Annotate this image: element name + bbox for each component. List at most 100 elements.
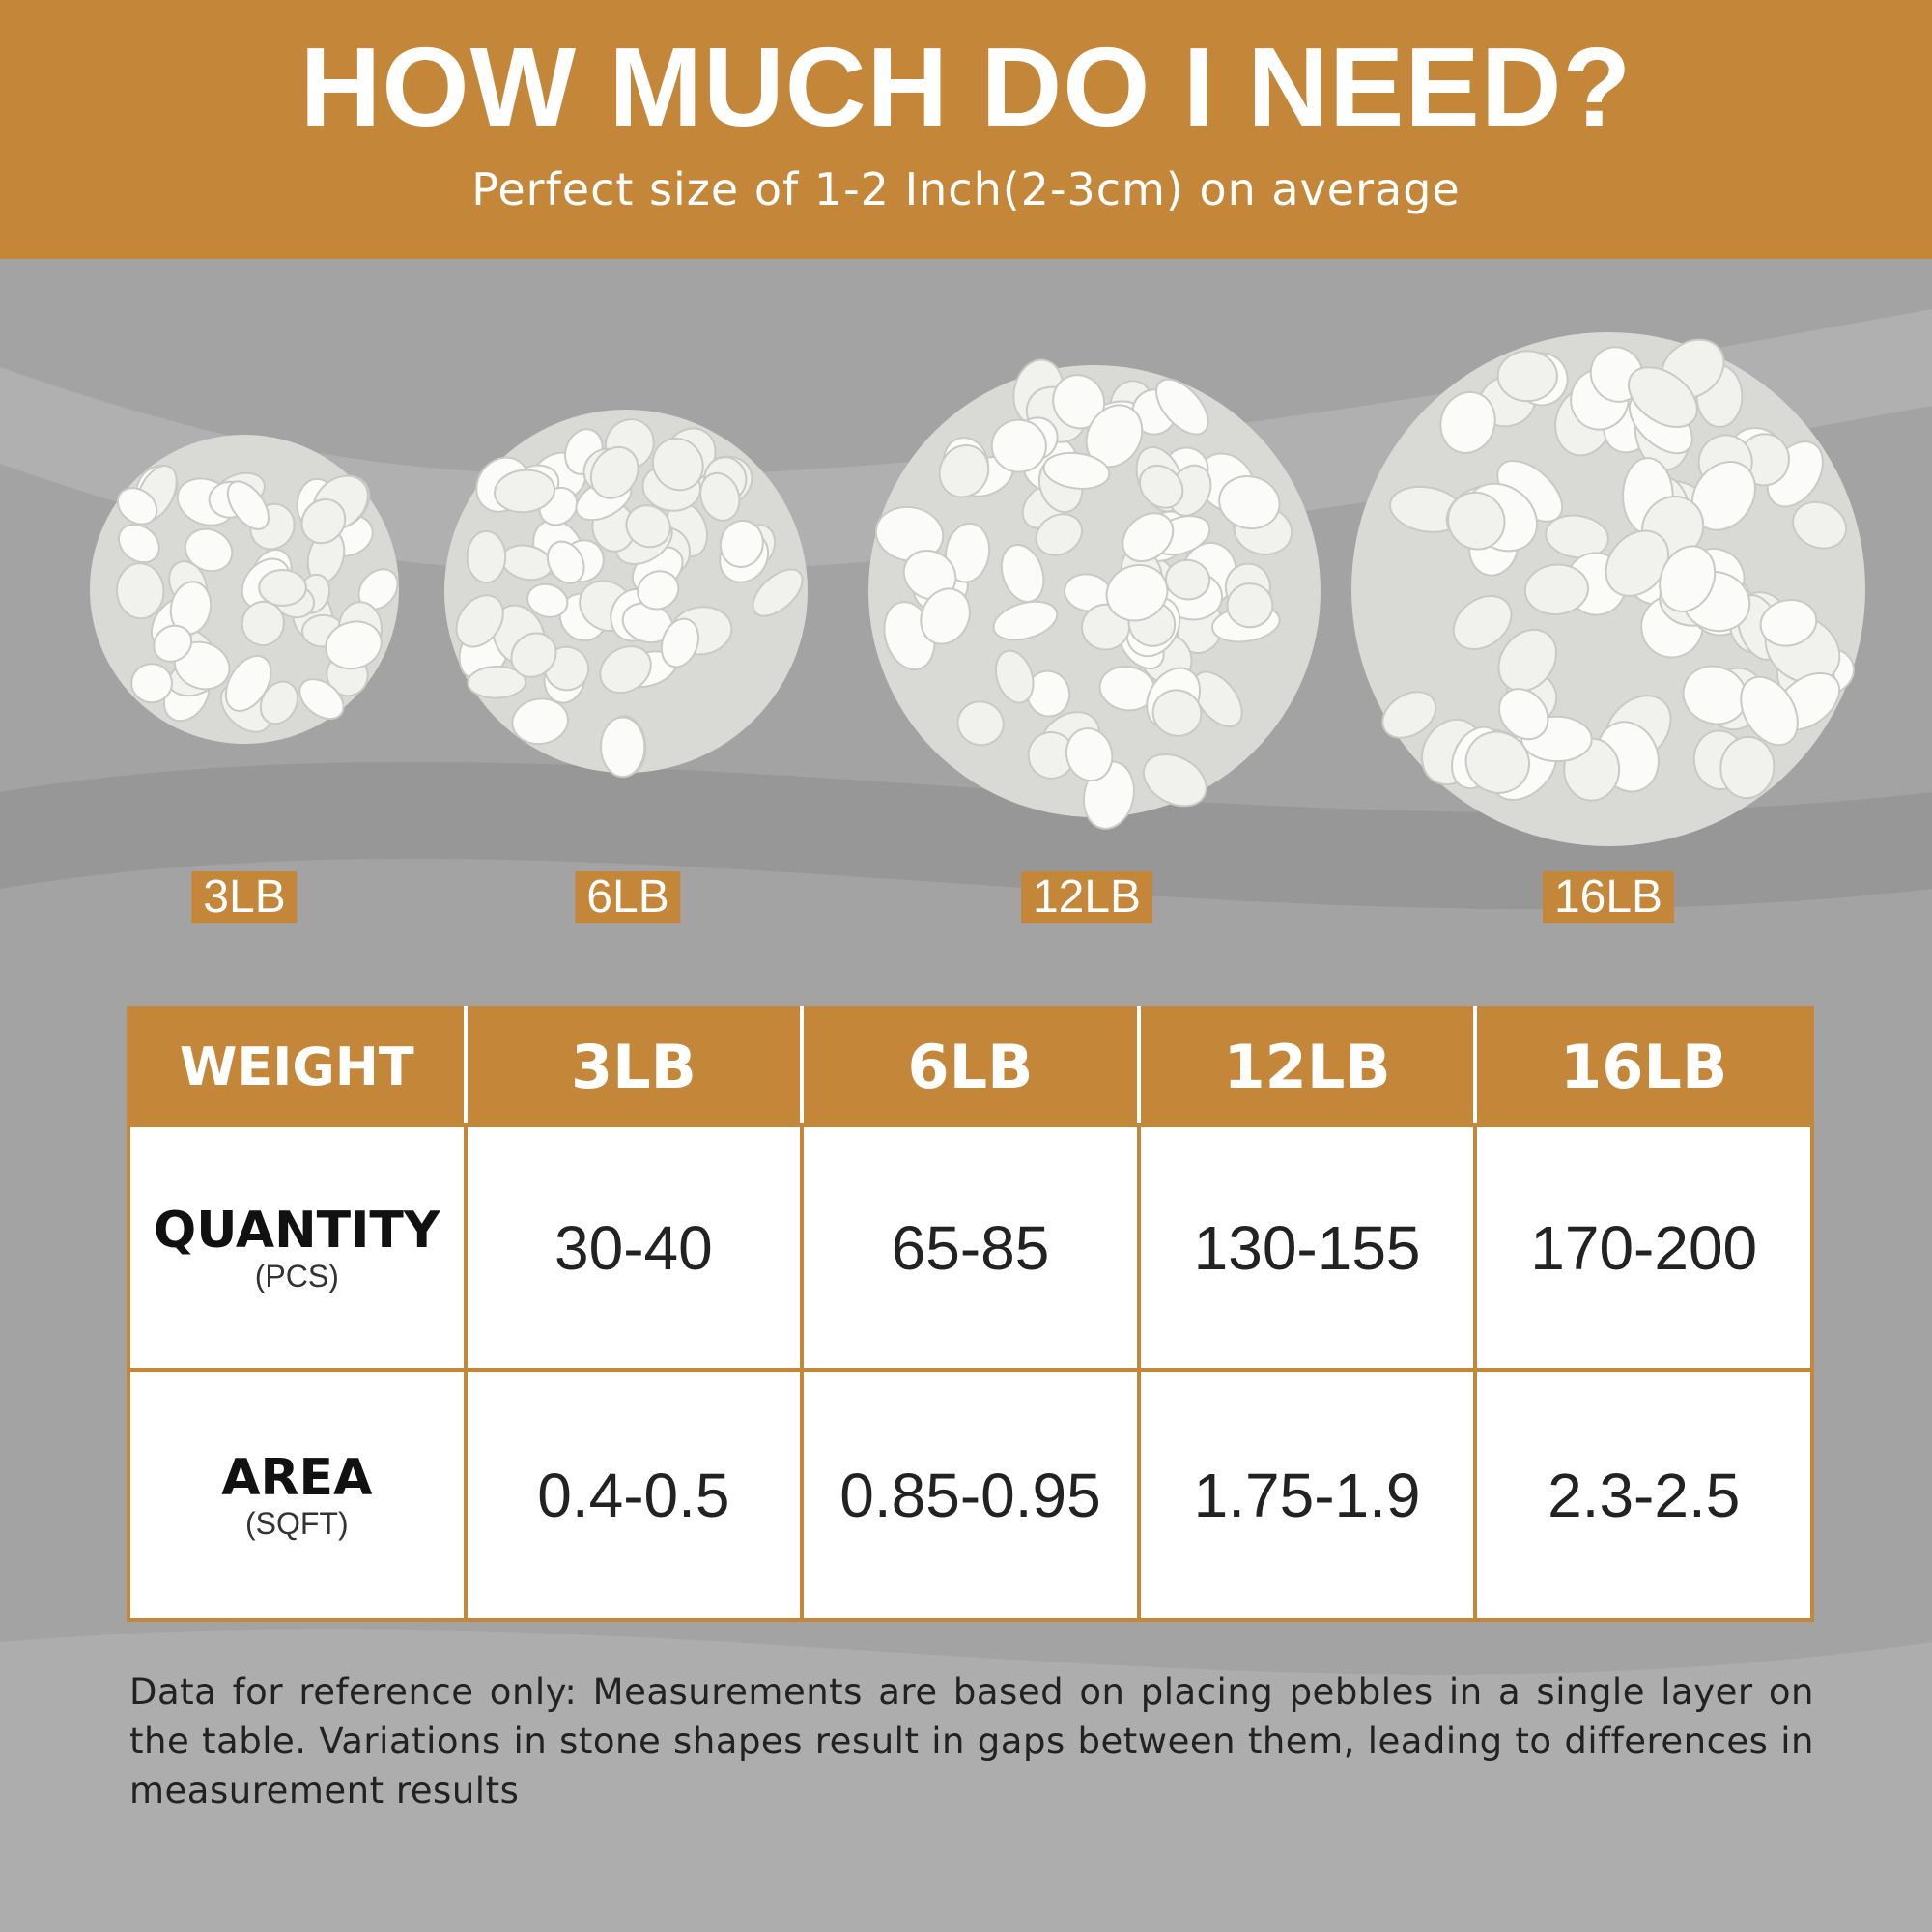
- sample-label: 3LB: [191, 871, 298, 923]
- pebble: [526, 582, 569, 618]
- row-unit: (SQFT): [244, 1505, 349, 1541]
- pebble: [945, 522, 991, 583]
- pebble: [1719, 735, 1776, 800]
- table: WEIGHT 3LB 6LB 12LB 16LB QUANTITY (PCS) 3…: [127, 1006, 1814, 1622]
- pebble: [1464, 730, 1530, 794]
- pebble: [116, 487, 158, 526]
- header-cell: 3LB: [463, 1006, 805, 1127]
- pebble: [1164, 558, 1211, 601]
- sample-label: 12LB: [1020, 871, 1153, 923]
- pebble: [1151, 689, 1203, 737]
- pebble: [1065, 727, 1114, 782]
- pebble: [1759, 599, 1818, 647]
- pebble: [153, 624, 193, 663]
- pebble: [956, 700, 1005, 747]
- pebble: [920, 587, 971, 645]
- pebble: [719, 519, 764, 568]
- pebble: [1155, 378, 1209, 436]
- pebble: [1659, 545, 1717, 612]
- pebble: [1498, 688, 1549, 741]
- pebble: [1122, 512, 1175, 563]
- subtitle: Perfect size of 1-2 Inch(2-3cm) on avera…: [471, 163, 1461, 215]
- footnote: Data for reference only: Measurements ar…: [129, 1671, 1814, 1811]
- pebble: [1497, 628, 1557, 693]
- pebble: [1142, 753, 1208, 808]
- pebble: [651, 437, 704, 492]
- pebble: [1192, 670, 1243, 727]
- pebble: [1628, 366, 1698, 428]
- pebble: [1042, 451, 1111, 490]
- pebble: [130, 663, 173, 704]
- pebble: [589, 445, 639, 499]
- pebble: [467, 665, 527, 699]
- pebble: [752, 568, 804, 617]
- pebble: [511, 697, 569, 746]
- pebble: [1439, 390, 1496, 454]
- pebble: [455, 594, 504, 648]
- sample-label: 6LB: [575, 871, 681, 923]
- header-row: WEIGHT 3LB 6LB 12LB 16LB: [127, 1006, 1814, 1127]
- pebble: [1138, 464, 1184, 509]
- header: HOW MUCH DO I NEED? Perfect size of 1-2 …: [0, 0, 1932, 259]
- pebble: [1226, 582, 1274, 629]
- cell: 30-40: [463, 1123, 805, 1372]
- pebble: [1496, 350, 1558, 403]
- cell: 65-85: [800, 1123, 1141, 1372]
- pebble: [1452, 595, 1513, 650]
- path-band: [0, 1629, 1932, 1932]
- row-label: QUANTITY (PCS): [127, 1123, 468, 1372]
- pebble: [600, 716, 646, 779]
- header-cell: 12LB: [1136, 1006, 1478, 1127]
- pebble: [1035, 513, 1084, 556]
- pebble: [494, 469, 556, 514]
- header-cell: 6LB: [800, 1006, 1141, 1127]
- pebble: [1545, 514, 1609, 559]
- pebble: [226, 480, 270, 530]
- row: AREA (SQFT) 0.4-0.5 0.85-0.95 1.75-1.9 2.…: [127, 1368, 1814, 1622]
- cell: 170-200: [1473, 1123, 1814, 1372]
- row-name: QUANTITY: [154, 1201, 440, 1260]
- sample-label: 16LB: [1542, 871, 1675, 923]
- path-band: [0, 761, 1932, 910]
- pebble-piles: [90, 332, 1865, 846]
- title: HOW MUCH DO I NEED?: [299, 24, 1633, 150]
- pebble: [637, 570, 680, 611]
- pebble: [1605, 529, 1670, 597]
- pebble: [325, 620, 383, 670]
- pebble: [184, 527, 234, 573]
- pebble: [1000, 544, 1045, 604]
- pebble: [1740, 675, 1799, 747]
- pebble: [699, 471, 741, 522]
- pebble: [990, 418, 1047, 473]
- pebble: [874, 505, 945, 562]
- cell: 1.75-1.9: [1136, 1368, 1478, 1622]
- pebble: [510, 632, 557, 678]
- cell: 0.4-0.5: [463, 1368, 805, 1622]
- pebble: [258, 568, 307, 607]
- header-cell: WEIGHT: [127, 1006, 468, 1127]
- row: QUANTITY (PCS) 30-40 65-85 130-155 170-20…: [127, 1123, 1814, 1372]
- pebble: [466, 530, 507, 584]
- pebble: [1523, 563, 1589, 616]
- header-cell: 16LB: [1473, 1006, 1814, 1127]
- cell: 0.85-0.95: [800, 1368, 1141, 1622]
- row-unit: (PCS): [254, 1258, 339, 1293]
- pebble: [224, 655, 272, 712]
- cell: 130-155: [1136, 1123, 1478, 1372]
- pebble: [938, 444, 990, 498]
- pebble: [599, 645, 652, 695]
- pebble: [115, 562, 165, 620]
- pebble: [660, 617, 699, 668]
- pebble: [1218, 475, 1281, 530]
- row-name: AREA: [221, 1448, 373, 1507]
- pebble: [546, 540, 585, 584]
- pebble: [1381, 691, 1437, 739]
- row-label: AREA (SQFT): [127, 1368, 468, 1622]
- pebble: [300, 498, 347, 545]
- cell: 2.3-2.5: [1473, 1368, 1814, 1622]
- pebble: [992, 600, 1059, 641]
- pebble: [117, 523, 160, 564]
- pebble: [994, 649, 1035, 704]
